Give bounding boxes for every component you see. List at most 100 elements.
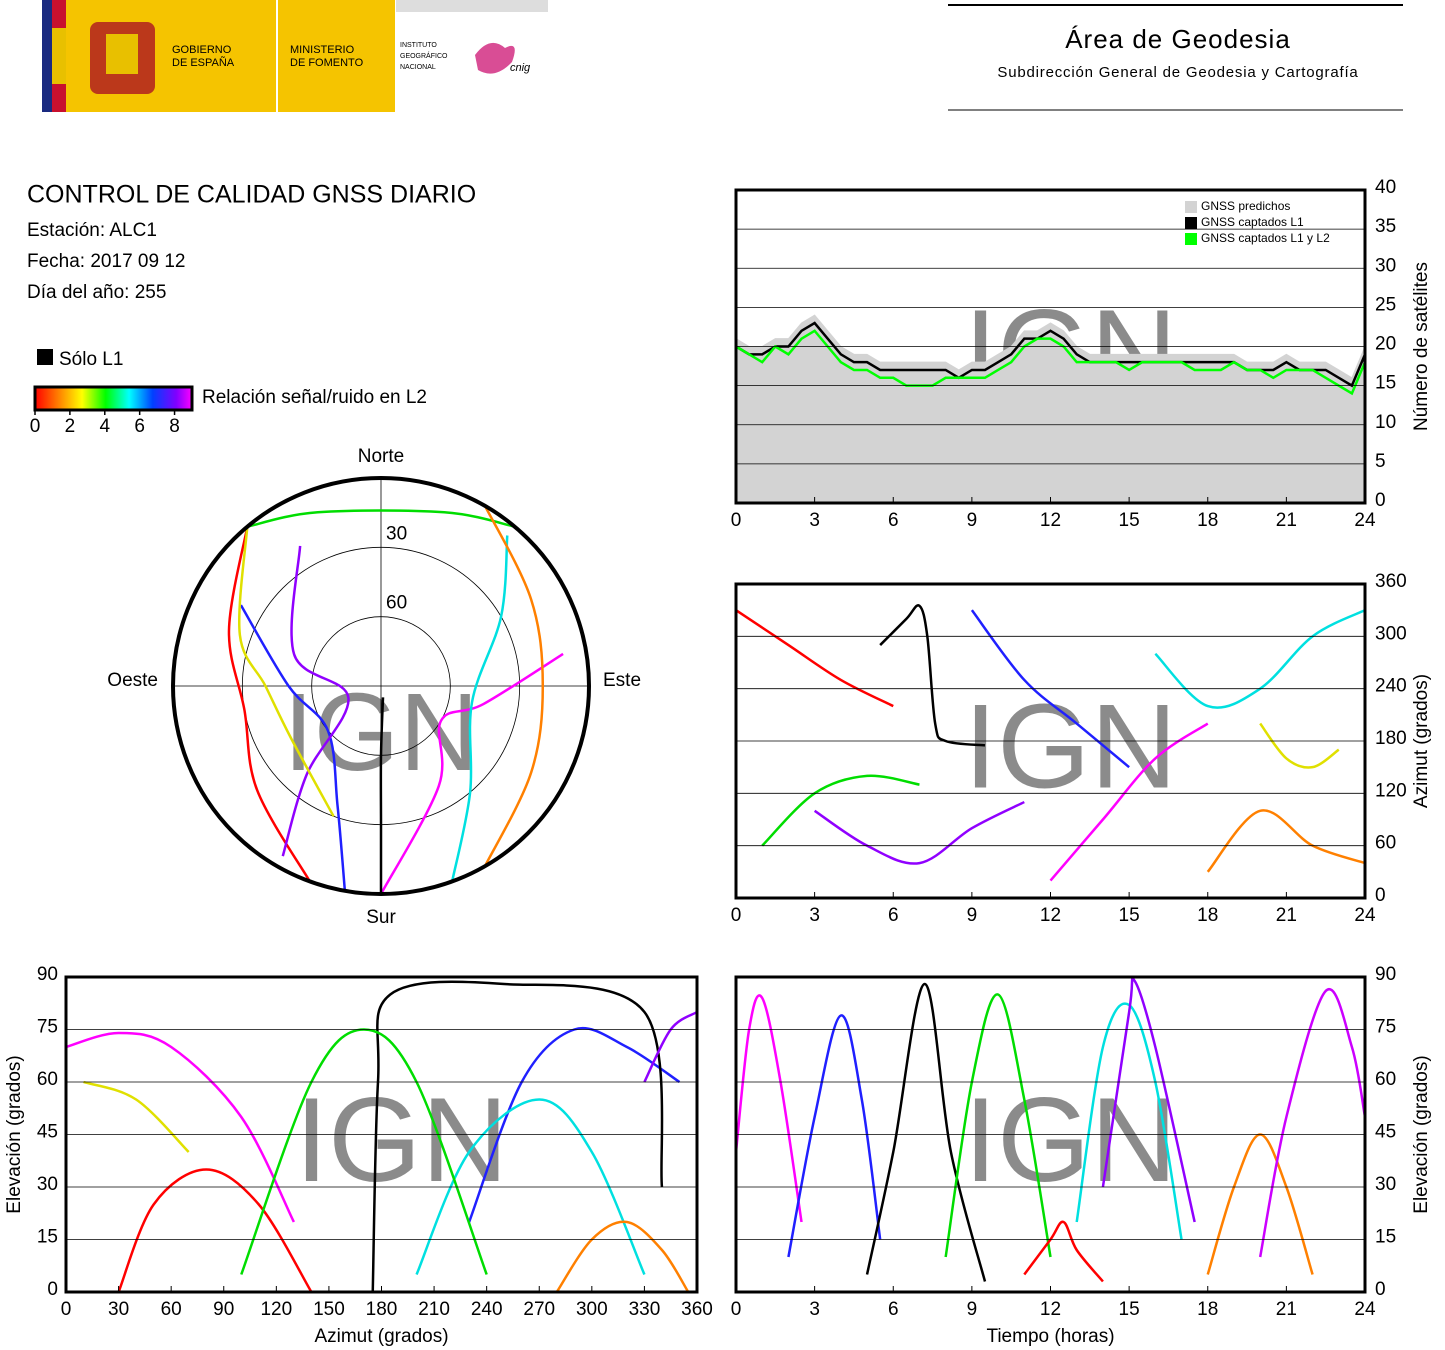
line-series [735,329,1367,396]
x-tick-label: 18 [1197,905,1218,926]
x-axis-label: Azimut (grados) [314,1326,448,1347]
legend-swatch [1185,217,1197,229]
x-tick-label: 90 [213,1299,234,1320]
satellite-track [83,1080,190,1153]
snr-label: Relación señal/ruido en L2 [202,387,427,408]
cnig-logo [475,42,515,74]
direction-label: Oeste [107,670,158,691]
colorbar-tick-label: 2 [65,416,76,437]
day-of-year: Día del año: 255 [27,282,166,303]
chart: IGN [64,975,699,1294]
y-tick-label: 15 [1375,1227,1396,1248]
y-tick-label: 240 [1375,676,1407,697]
coat-of-arms-shield [106,34,138,74]
station: Estación: ALC1 [27,220,157,241]
x-tick-label: 0 [731,1299,742,1320]
snr-colorbar [33,385,194,412]
y-tick-label: 20 [1375,334,1396,355]
y-tick-label: 0 [47,1279,58,1300]
plot-frame [734,975,1367,1294]
chart: IGN [734,582,1367,900]
x-tick-label: 21 [1276,905,1297,926]
satellite-track [450,535,509,882]
y-tick-label: 45 [1375,1122,1396,1143]
x-tick-label: 270 [523,1299,555,1320]
watermark: IGN [295,1073,508,1207]
satellite-track [1206,809,1366,873]
x-tick-label: 240 [471,1299,503,1320]
institute-text: NACIONAL [400,64,436,71]
satellite-track [117,1168,313,1293]
x-tick-label: 60 [161,1299,182,1320]
institute-text: INSTITUTO [400,42,437,49]
satellite-track [944,993,1052,1258]
satellite-track [1023,1220,1104,1283]
y-tick-label: 300 [1375,623,1407,644]
x-tick-label: 3 [809,905,820,926]
y-tick-label: 90 [1375,964,1396,985]
x-tick-label: 0 [61,1299,72,1320]
x-tick-label: 210 [418,1299,450,1320]
watermark: IGN [964,680,1177,814]
direction-label: Este [603,670,641,691]
x-tick-label: 30 [108,1299,129,1320]
y-tick-label: 30 [1375,1174,1396,1195]
x-tick-label: 330 [629,1299,661,1320]
x-tick-label: 12 [1040,510,1061,531]
colorbar-tick-label: 4 [99,416,110,437]
satellite-track [865,982,987,1282]
satellite-track [238,526,335,817]
legend-label: GNSS predichos [1201,199,1290,213]
satellite-track [970,609,1130,769]
l1-only-swatch [37,349,53,365]
logo-bar [396,0,548,12]
elevation-label: 60 [386,593,407,614]
colorbar-tick-label: 8 [169,416,180,437]
satellite-track [735,609,894,708]
gov-text: GOBIERNO [172,44,232,56]
x-tick-label: 21 [1276,510,1297,531]
x-tick-label: 24 [1354,905,1376,926]
x-tick-label: 18 [1197,1299,1218,1320]
y-tick-label: 15 [37,1227,58,1248]
flag-red [52,0,66,28]
satellite-track [761,774,920,847]
logo-block: GOBIERNO DE ESPAÑA MINISTERIO DE FOMENTO… [42,0,548,112]
y-tick-label: 0 [1375,490,1386,511]
elevation-label: 30 [386,523,407,544]
chart: IGN [734,975,1367,1294]
satellite-track [371,980,664,1293]
satellite-track [65,1031,295,1223]
y-tick-label: 30 [1375,255,1396,276]
x-tick-label: 150 [313,1299,345,1320]
y-tick-label: 60 [1375,1069,1396,1090]
y-tick-label: 5 [1375,451,1386,472]
y-axis-label: Azimut (grados) [1411,674,1432,808]
direction-label: Sur [366,907,396,928]
y-tick-label: 0 [1375,885,1386,906]
x-tick-label: 15 [1119,510,1140,531]
watermark: IGN [964,1073,1177,1207]
cnig-text: cnig [510,62,531,74]
x-tick-label: 21 [1276,1299,1297,1320]
ministry-panel [278,0,395,112]
satellite-track [734,994,803,1223]
plot-frame [64,975,699,1294]
satellite-track [281,545,350,857]
sky-rim [171,476,591,896]
y-tick-label: 120 [1375,780,1407,801]
satellite-track [467,1026,681,1223]
x-tick-label: 0 [731,510,742,531]
y-tick-label: 60 [1375,833,1396,854]
y-tick-label: 180 [1375,728,1407,749]
flag-red [52,84,66,112]
x-tick-label: 300 [576,1299,608,1320]
area-subtitle: Subdirección General de Geodesia y Carto… [997,64,1358,81]
y-tick-label: 45 [37,1122,58,1143]
x-tick-label: 3 [809,510,820,531]
x-tick-label: 9 [967,905,978,926]
satellite-track [787,1014,882,1258]
date: Fecha: 2017 09 12 [27,251,185,272]
